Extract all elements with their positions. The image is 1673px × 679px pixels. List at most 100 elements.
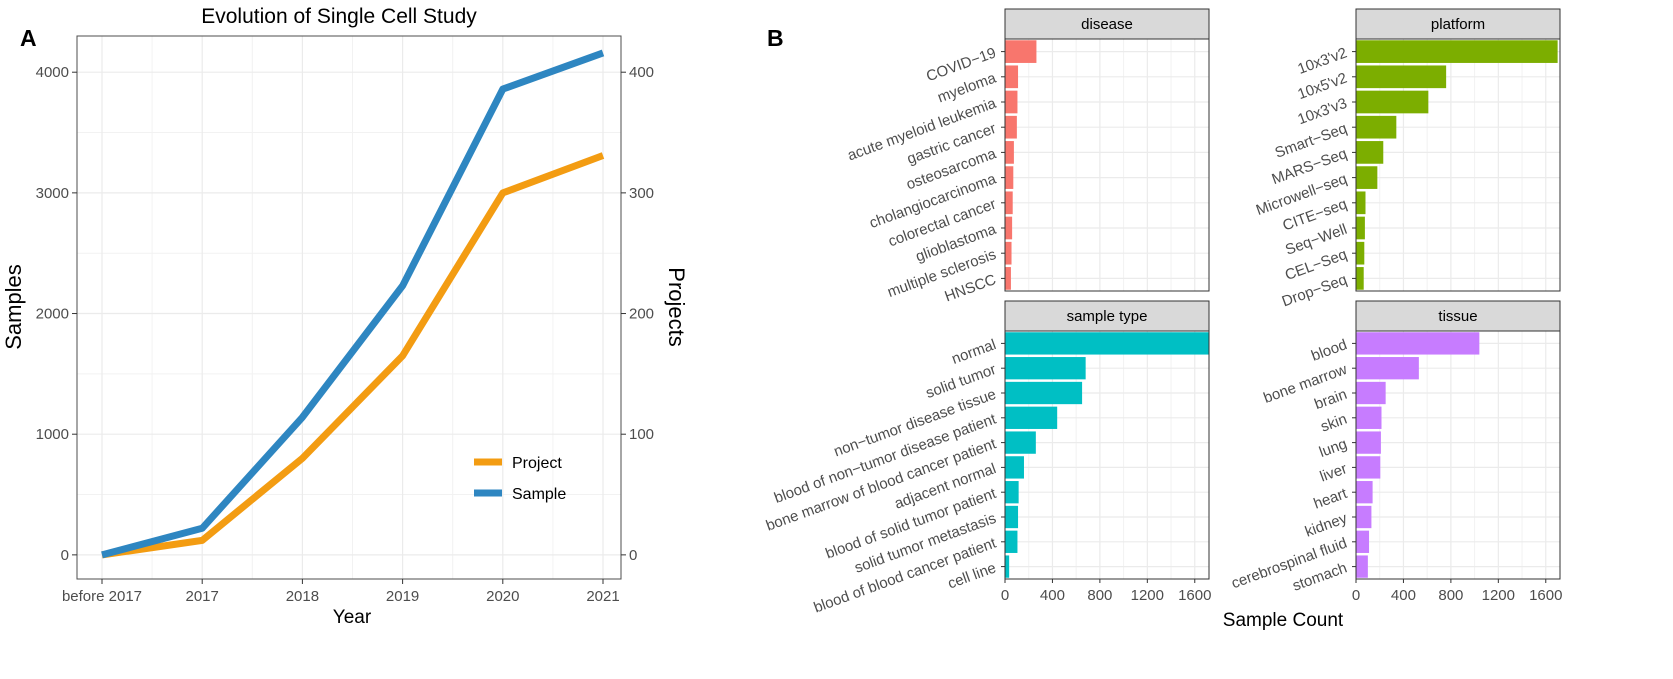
facet-strip: [1355, 8, 1561, 40]
x-tick-label: 0: [1001, 587, 1009, 604]
facet-strip: [1004, 300, 1210, 332]
facet-platform: platform10x3'v210x5'v210x3'v3Smart−SeqMA…: [1254, 8, 1561, 310]
bar-blood-of-solid-tumor-patient: [1005, 481, 1019, 504]
line-plot-border: [76, 35, 622, 580]
y2-tick-label: 0: [629, 547, 637, 564]
category-label: skin: [1318, 411, 1349, 436]
bar-heart: [1356, 481, 1373, 504]
x-tick-label: 2018: [286, 588, 319, 605]
series-line-project: [101, 152, 605, 559]
bar-10x3-v2: [1356, 40, 1558, 63]
y2-tick-label: 200: [629, 306, 654, 323]
bar-microwell-seq: [1356, 166, 1378, 189]
bar-blood: [1356, 332, 1480, 355]
bar-cite-seq: [1356, 191, 1366, 215]
bar-stomach: [1356, 555, 1368, 578]
facet-strip: [1355, 300, 1561, 332]
legend-label-project: Project: [512, 455, 562, 472]
bar-non-tumor-disease-tissue: [1005, 381, 1083, 405]
bar-liver: [1356, 456, 1381, 479]
y2-tick-label: 100: [629, 426, 654, 443]
bar-cell-line: [1005, 555, 1010, 578]
x-tick-label: 2017: [186, 588, 219, 605]
y2-tick-label: 300: [629, 185, 654, 202]
facet-strip: [1004, 8, 1210, 40]
panel-label-a: A: [20, 25, 37, 51]
bar-solid-tumor: [1005, 357, 1086, 380]
category-label: brain: [1312, 386, 1349, 413]
bar-10x3-v3: [1356, 90, 1429, 114]
legend-label-sample: Sample: [512, 486, 566, 503]
bar-blood-of-non-tumor-disease-patient: [1005, 406, 1058, 429]
bar-solid-tumor-metastasis: [1005, 505, 1019, 529]
bar-covid-19: [1005, 40, 1037, 63]
facet-border: [1004, 38, 1210, 292]
x-tick-label: 400: [1040, 587, 1065, 604]
line-chart-x-title: Year: [333, 607, 372, 628]
facet-strip-label: tissue: [1438, 308, 1477, 325]
bar-seq-well: [1356, 216, 1365, 240]
x-tick-label: 0: [1352, 587, 1360, 604]
facet-plot-area: [1005, 39, 1209, 291]
bar-10x5-v2: [1356, 65, 1447, 89]
bar-cholangiocarcinoma: [1005, 166, 1014, 189]
x-tick-label: 2019: [386, 588, 419, 605]
bar-glioblastoma: [1005, 216, 1013, 240]
line-chart-y-title-samples: Samples: [1, 264, 26, 350]
facet-strip-label: sample type: [1067, 308, 1148, 325]
bar-drop-seq: [1356, 267, 1364, 290]
line-chart-legend: Project Sample: [474, 455, 566, 503]
category-label: liver: [1318, 460, 1350, 485]
facet-strip-label: disease: [1081, 16, 1133, 33]
facet-border: [1004, 330, 1210, 580]
y-tick-label: 3000: [36, 185, 69, 202]
y-tick-label: 2000: [36, 306, 69, 323]
y-tick-label: 1000: [36, 426, 69, 443]
line-chart-panel: before 2017 2017 2018 2019 2020 2021010002000…: [1, 5, 689, 628]
facet-border: [1355, 330, 1561, 580]
bar-cerebrospinal-fluid: [1356, 530, 1370, 553]
x-tick-label: 800: [1087, 587, 1112, 604]
bar-brain: [1356, 381, 1386, 405]
x-tick-label: 400: [1391, 587, 1416, 604]
x-tick-label: 2020: [486, 588, 519, 605]
line-chart-y2-title-projects: Projects: [664, 267, 689, 346]
bar-smart-seq: [1356, 115, 1397, 139]
line-chart-series: [101, 49, 605, 559]
bar-adjacent-normal: [1005, 456, 1024, 479]
bar-chart-x-title: Sample Count: [1223, 610, 1344, 631]
bar-bone-marrow: [1356, 357, 1419, 380]
bar-myeloma: [1005, 65, 1019, 89]
y-tick-label: 0: [61, 547, 69, 564]
facet-border: [1355, 38, 1561, 292]
bar-mars-seq: [1356, 141, 1384, 164]
series-line-sample: [101, 49, 605, 559]
x-tick-label: before 2017: [62, 588, 142, 605]
facet-strip-label: platform: [1431, 16, 1485, 33]
x-tick-label: 1600: [1178, 587, 1211, 604]
y-tick-label: 4000: [36, 64, 69, 81]
category-label: heart: [1311, 485, 1350, 513]
bar-blood-of-blood-cancer-patient: [1005, 530, 1018, 553]
bar-cel-seq: [1356, 241, 1365, 265]
bar-hnscc: [1005, 267, 1011, 290]
bar-lung: [1356, 431, 1381, 454]
bar-multiple-sclerosis: [1005, 241, 1012, 265]
line-chart-title: Evolution of Single Cell Study: [201, 5, 477, 28]
panel-label-b: B: [767, 25, 784, 51]
x-tick-label: 1200: [1482, 587, 1515, 604]
bar-bone-marrow-of-blood-cancer-patient: [1005, 431, 1036, 454]
bar-kidney: [1356, 505, 1372, 529]
line-chart-grid: [77, 36, 621, 579]
y2-tick-label: 400: [629, 64, 654, 81]
x-tick-label: 1200: [1131, 587, 1164, 604]
x-tick-label: 800: [1438, 587, 1463, 604]
line-plot-background: [76, 35, 622, 580]
bar-gastric-cancer: [1005, 115, 1017, 139]
x-tick-label: 1600: [1529, 587, 1562, 604]
bar-skin: [1356, 406, 1382, 429]
